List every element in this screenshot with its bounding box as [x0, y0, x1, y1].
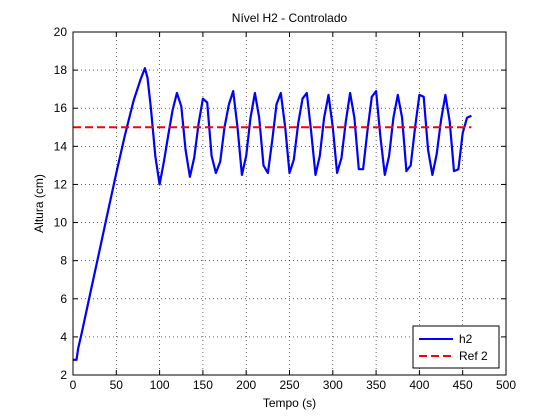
legend-label: Ref 2 [459, 349, 488, 363]
x-tick-label: 500 [496, 378, 516, 392]
x-tick-label: 100 [150, 378, 170, 392]
y-axis-label: Altura (cm) [32, 174, 46, 233]
y-tick-label: 16 [54, 101, 68, 115]
chart-title: Nível H2 - Controlado [232, 11, 348, 25]
y-tick-label: 14 [54, 139, 68, 153]
x-tick-label: 400 [409, 378, 429, 392]
x-tick-label: 0 [70, 378, 77, 392]
x-tick-label: 300 [323, 378, 343, 392]
y-tick-label: 12 [54, 177, 68, 191]
x-tick-label: 50 [110, 378, 124, 392]
y-tick-label: 4 [60, 330, 67, 344]
x-tick-label: 350 [366, 378, 386, 392]
x-tick-label: 450 [453, 378, 473, 392]
y-tick-label: 18 [54, 63, 68, 77]
x-tick-label: 150 [193, 378, 213, 392]
plot-area [73, 32, 506, 375]
x-tick-label: 200 [236, 378, 256, 392]
y-tick-label: 2 [60, 368, 67, 382]
y-tick-label: 10 [54, 216, 68, 230]
y-tick-label: 8 [60, 254, 67, 268]
x-axis-label: Tempo (s) [263, 396, 316, 410]
y-tick-label: 20 [54, 25, 68, 39]
y-tick-label: 6 [60, 292, 67, 306]
x-tick-label: 250 [279, 378, 299, 392]
legend-label: h2 [459, 332, 473, 346]
legend: h2 Ref 2 [413, 326, 499, 368]
